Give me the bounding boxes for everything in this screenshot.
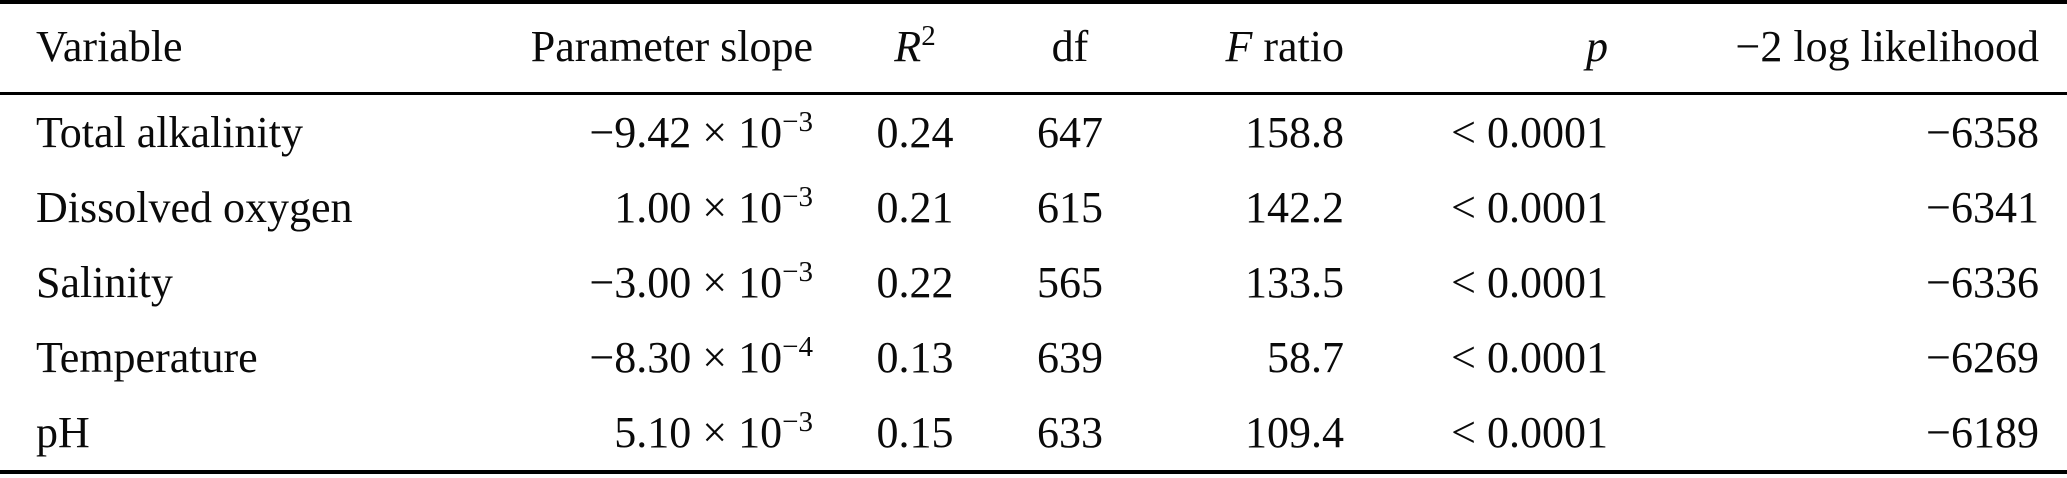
cell-f-ratio: 58.7 [1267, 333, 1344, 382]
cell-variable: Salinity [36, 258, 173, 307]
cell-df: 565 [1037, 258, 1103, 307]
cell-p-value: < 0.0001 [1451, 333, 1608, 382]
table-header: Variable Parameter slope R2 df F ratio p… [0, 2, 2067, 94]
r-squared-exponent: 2 [921, 20, 936, 53]
cell-f-ratio: 133.5 [1245, 258, 1344, 307]
cell-df: 633 [1037, 408, 1103, 457]
header-df: df [1051, 22, 1089, 71]
cell-log-likelihood: −6269 [1926, 333, 2039, 382]
cell-f-ratio: 109.4 [1245, 408, 1344, 457]
cell-df: 647 [1037, 108, 1103, 157]
p-symbol: p [1586, 22, 1608, 71]
cell-variable: pH [36, 408, 90, 457]
cell-p-value: < 0.0001 [1451, 183, 1608, 232]
cell-p-value: < 0.0001 [1451, 258, 1608, 307]
cell-variable: Dissolved oxygen [36, 183, 353, 232]
f-symbol: F [1225, 22, 1253, 71]
cell-parameter-slope: −8.30 × 10−4 [440, 320, 835, 395]
cell-f-ratio: 158.8 [1245, 108, 1344, 157]
header-p-value: p [1350, 2, 1612, 94]
cell-variable: Temperature [36, 333, 258, 382]
slope-mantissa: 5.10 × 10 [614, 408, 783, 457]
header-variable: Variable [36, 22, 183, 71]
table-row: pH 5.10 × 10−3 0.15 633 109.4 < 0.0001 −… [0, 395, 2067, 472]
slope-mantissa: −8.30 × 10 [589, 333, 783, 382]
cell-variable: Total alkalinity [36, 108, 303, 157]
cell-r-squared: 0.24 [876, 108, 954, 157]
cell-f-ratio: 142.2 [1245, 183, 1344, 232]
cell-log-likelihood: −6336 [1926, 258, 2039, 307]
table-row: Temperature −8.30 × 10−4 0.13 639 58.7 <… [0, 320, 2067, 395]
table-row: Dissolved oxygen 1.00 × 10−3 0.21 615 14… [0, 170, 2067, 245]
header-parameter-slope: Parameter slope [530, 22, 813, 71]
cell-r-squared: 0.22 [876, 258, 954, 307]
cell-parameter-slope: −3.00 × 10−3 [440, 245, 835, 320]
slope-mantissa: −3.00 × 10 [589, 258, 783, 307]
cell-p-value: < 0.0001 [1451, 408, 1608, 457]
slope-exponent: −3 [782, 106, 813, 139]
cell-parameter-slope: 1.00 × 10−3 [440, 170, 835, 245]
cell-df: 615 [1037, 183, 1103, 232]
slope-mantissa: 1.00 × 10 [614, 183, 783, 232]
cell-p-value: < 0.0001 [1451, 108, 1608, 157]
cell-parameter-slope: 5.10 × 10−3 [440, 395, 835, 472]
header-row: Variable Parameter slope R2 df F ratio p… [0, 2, 2067, 94]
table-row: Total alkalinity −9.42 × 10−3 0.24 647 1… [0, 94, 2067, 171]
slope-mantissa: −9.42 × 10 [589, 108, 783, 157]
header-r-squared: R2 [835, 2, 995, 94]
slope-exponent: −3 [782, 406, 813, 439]
slope-exponent: −3 [782, 181, 813, 214]
table-body: Total alkalinity −9.42 × 10−3 0.24 647 1… [0, 94, 2067, 473]
f-ratio-label: ratio [1252, 22, 1344, 71]
cell-parameter-slope: −9.42 × 10−3 [440, 94, 835, 171]
r-symbol: R [894, 22, 922, 71]
cell-log-likelihood: −6341 [1926, 183, 2039, 232]
cell-df: 639 [1037, 333, 1103, 382]
cell-r-squared: 0.13 [876, 333, 954, 382]
cell-r-squared: 0.15 [876, 408, 954, 457]
header-log-likelihood: −2 log likelihood [1735, 22, 2039, 71]
slope-exponent: −3 [782, 256, 813, 289]
cell-log-likelihood: −6189 [1926, 408, 2039, 457]
cell-r-squared: 0.21 [876, 183, 954, 232]
slope-exponent: −4 [782, 331, 813, 364]
table-row: Salinity −3.00 × 10−3 0.22 565 133.5 < 0… [0, 245, 2067, 320]
header-f-ratio: F ratio [1145, 2, 1350, 94]
cell-log-likelihood: −6358 [1926, 108, 2039, 157]
